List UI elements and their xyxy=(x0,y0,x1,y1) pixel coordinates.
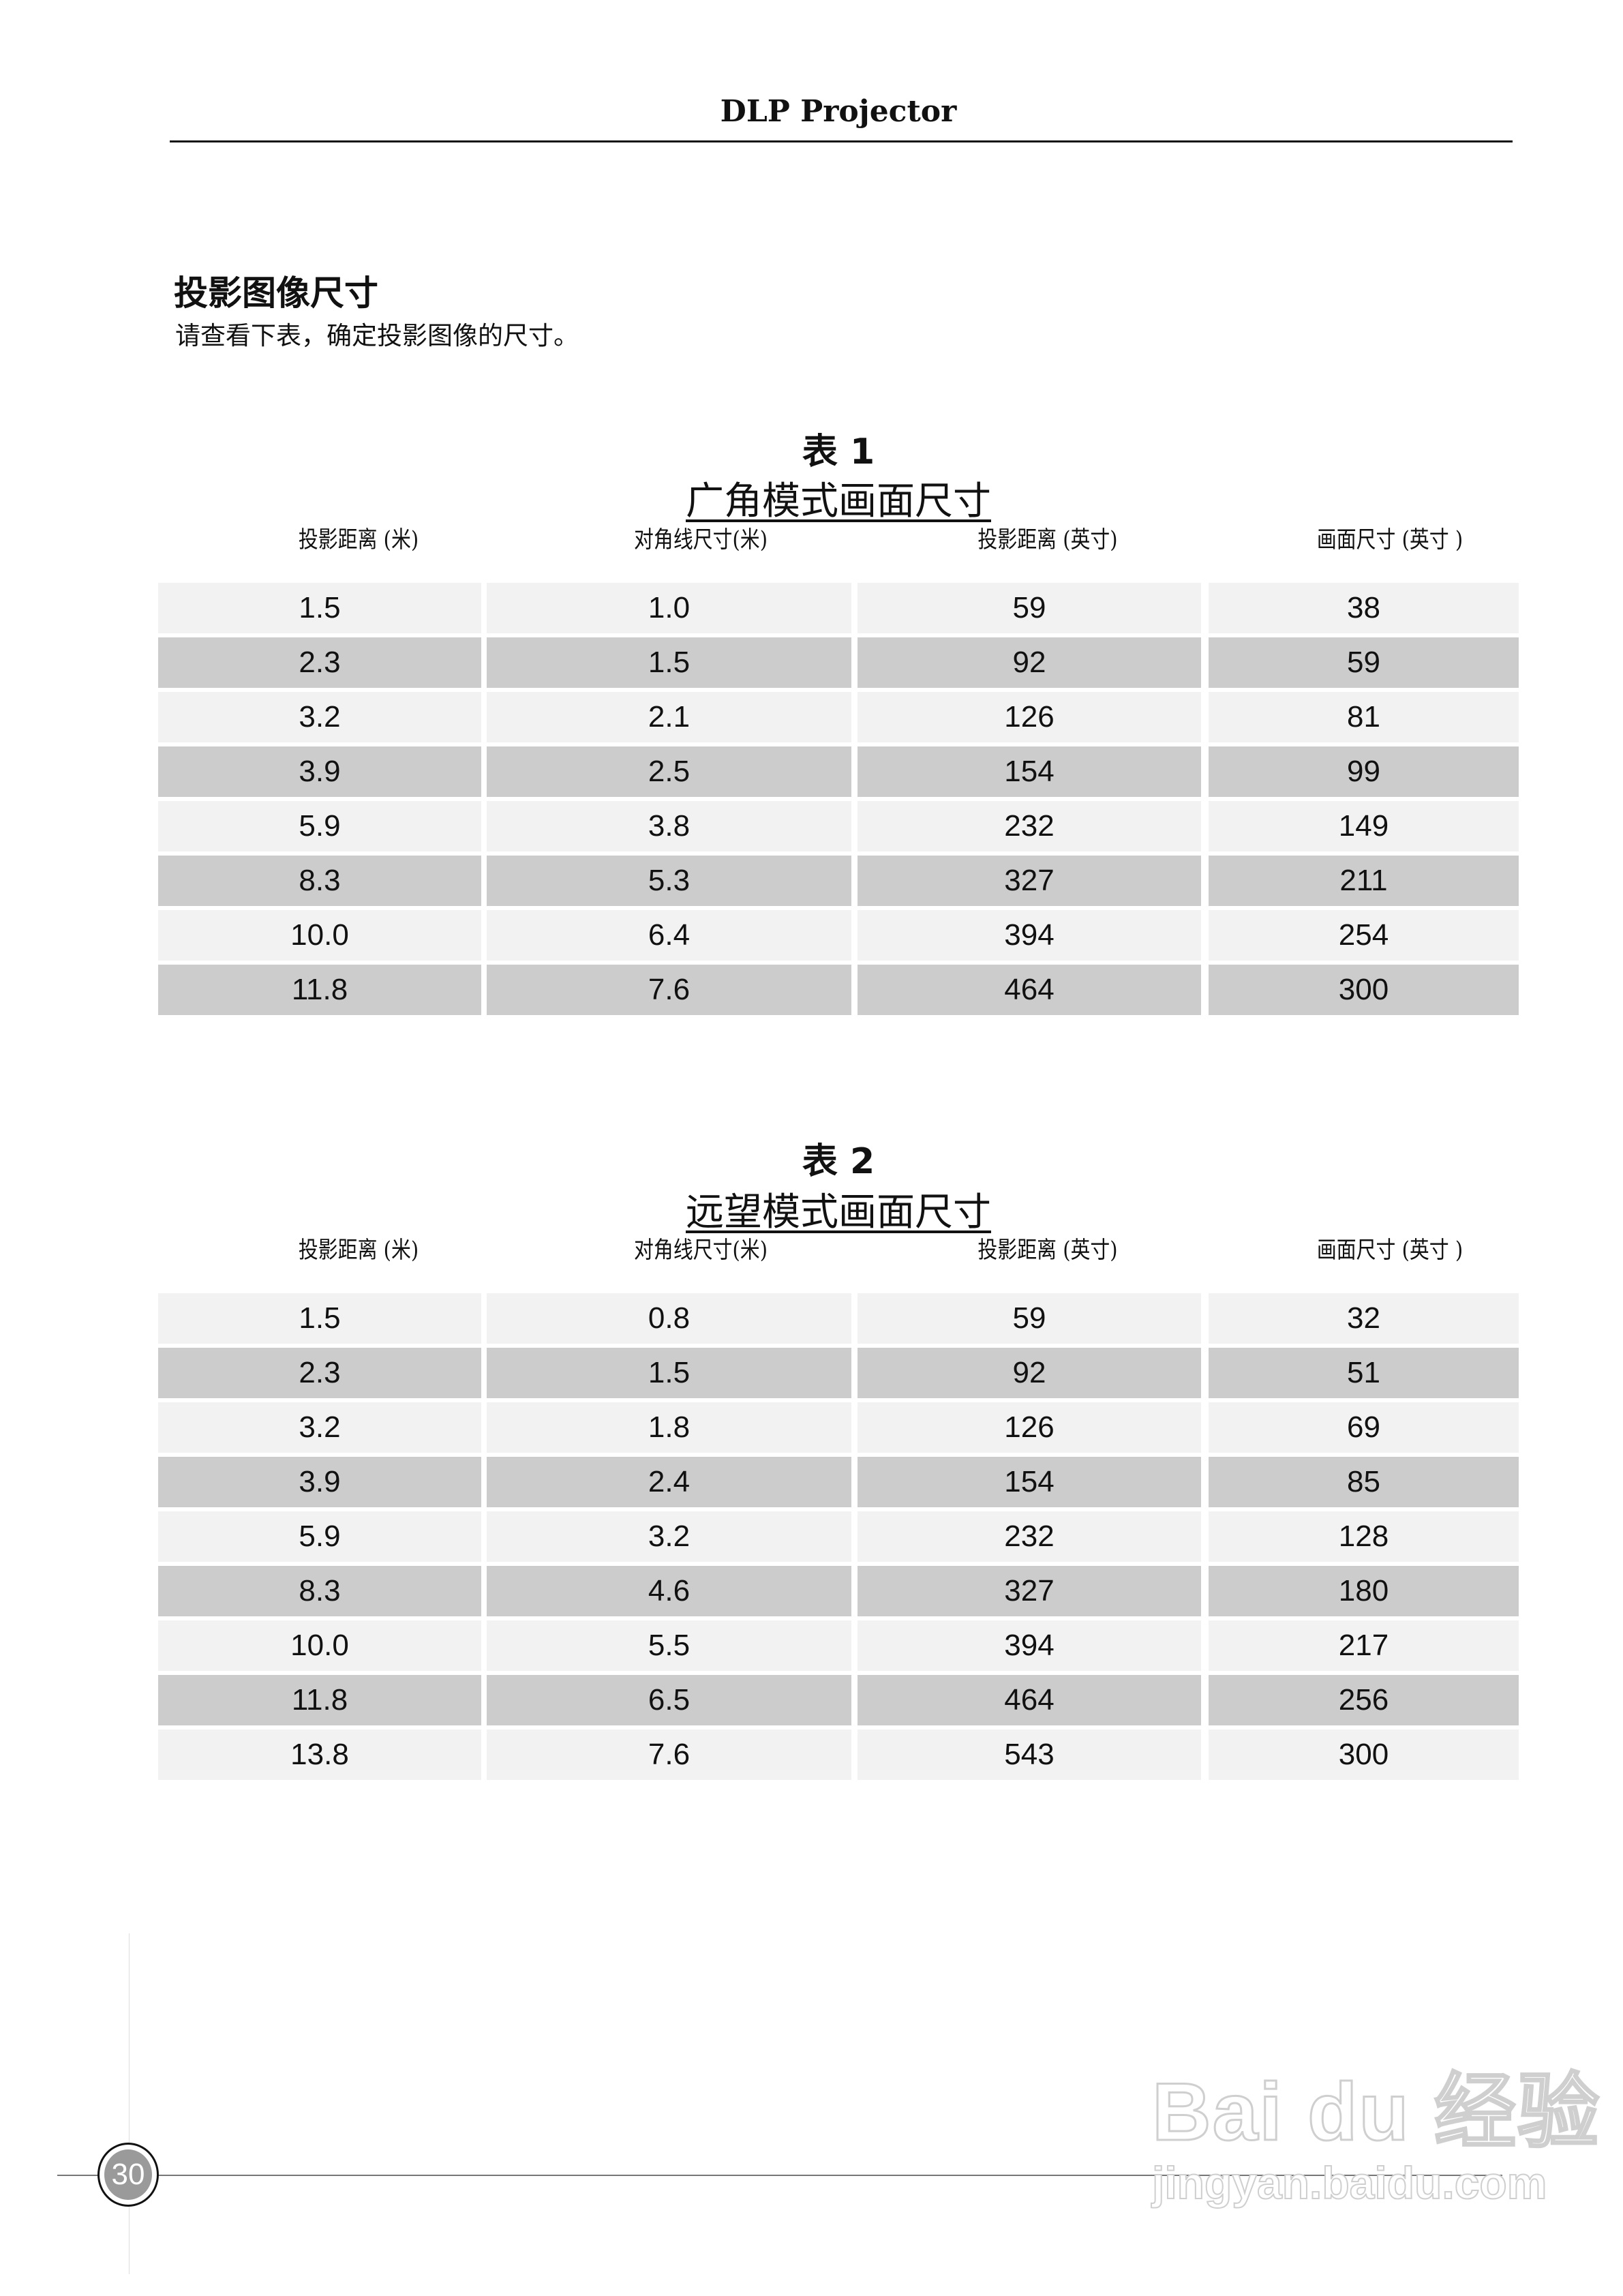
table-cell: 543 xyxy=(858,1729,1201,1780)
table-cell: 5.9 xyxy=(158,801,481,851)
table-cell: 32 xyxy=(1209,1293,1519,1344)
table-number: 表 2 xyxy=(802,1141,875,1182)
table-cell: 51 xyxy=(1209,1348,1519,1398)
table-cell: 394 xyxy=(858,1620,1201,1671)
table-cell: 1.8 xyxy=(487,1402,851,1453)
table-cell: 92 xyxy=(858,637,1201,688)
column-header: 画面尺寸 (英寸 ) xyxy=(1316,526,1463,554)
table-cell: 2.1 xyxy=(487,692,851,742)
table-cell: 69 xyxy=(1209,1402,1519,1453)
table-cell: 217 xyxy=(1209,1620,1519,1671)
table-cell: 13.8 xyxy=(158,1729,481,1780)
table-cell: 149 xyxy=(1209,801,1519,851)
table-number: 表 1 xyxy=(802,432,875,472)
table-cell: 6.4 xyxy=(487,910,851,961)
table-cell: 3.9 xyxy=(158,1457,481,1507)
table-name: 远望模式画面尺寸 xyxy=(0,1181,1623,1237)
table-cell: 99 xyxy=(1209,746,1519,797)
column-header: 投影距离 (英寸) xyxy=(977,1237,1118,1264)
table-cell: 3.8 xyxy=(487,801,851,851)
table-cell: 4.6 xyxy=(487,1566,851,1616)
table-cell: 92 xyxy=(858,1348,1201,1398)
footer-rule xyxy=(57,2175,1502,2176)
table-cell: 7.6 xyxy=(487,1729,851,1780)
column-header: 画面尺寸 (英寸 ) xyxy=(1316,1237,1463,1264)
column-header: 投影距离 (英寸) xyxy=(977,526,1118,554)
table-cell: 3.2 xyxy=(158,1402,481,1453)
table-name-text: 广角模式画面尺寸 xyxy=(686,479,991,524)
table-cell: 5.3 xyxy=(487,856,851,906)
section-subtitle: 请查看下表，确定投影图像的尺寸。 xyxy=(175,321,579,350)
page-number-badge: 30 xyxy=(97,2143,159,2207)
table-cell: 5.9 xyxy=(158,1511,481,1562)
table-cell: 128 xyxy=(1209,1511,1519,1562)
table-cell: 254 xyxy=(1209,910,1519,961)
table-cell: 300 xyxy=(1209,965,1519,1015)
table-cell: 8.3 xyxy=(158,1566,481,1616)
table-cell: 327 xyxy=(858,1566,1201,1616)
table-cell: 59 xyxy=(1209,637,1519,688)
table-cell: 7.6 xyxy=(487,965,851,1015)
table-cell: 232 xyxy=(858,1511,1201,1562)
table-cell: 59 xyxy=(858,1293,1201,1344)
table-cell: 10.0 xyxy=(158,1620,481,1671)
table-cell: 327 xyxy=(858,856,1201,906)
table-cell: 81 xyxy=(1209,692,1519,742)
table-cell: 5.5 xyxy=(487,1620,851,1671)
section-title: 投影图像尺寸 xyxy=(174,273,378,313)
table-cell: 300 xyxy=(1209,1729,1519,1780)
margin-rule xyxy=(129,1933,130,2274)
baidu-watermark: Bai du 经验 jingyan.baidu.com xyxy=(1151,2045,1601,2209)
table-cell: 3.2 xyxy=(487,1511,851,1562)
table-cell: 154 xyxy=(858,1457,1201,1507)
table-name: 广角模式画面尺寸 xyxy=(0,470,1623,526)
watermark-brand: Bai du 经验 xyxy=(1151,2066,1601,2159)
table-cell: 2.3 xyxy=(158,1348,481,1398)
table-cell: 8.3 xyxy=(158,856,481,906)
table-cell: 126 xyxy=(858,1402,1201,1453)
table-cell: 3.9 xyxy=(158,746,481,797)
watermark-url: jingyan.baidu.com xyxy=(1151,2157,1547,2209)
table-cell: 11.8 xyxy=(158,1675,481,1725)
table-cell: 464 xyxy=(858,965,1201,1015)
table-cell: 2.3 xyxy=(158,637,481,688)
column-header: 对角线尺寸(米) xyxy=(634,526,768,554)
column-header: 投影距离 (米) xyxy=(298,526,419,554)
running-header: DLP Projector xyxy=(720,94,957,129)
table-cell: 1.0 xyxy=(487,583,851,633)
page-number: 30 xyxy=(104,2149,152,2200)
table-cell: 1.5 xyxy=(487,637,851,688)
table-cell: 6.5 xyxy=(487,1675,851,1725)
table-cell: 59 xyxy=(858,583,1201,633)
table-cell: 3.2 xyxy=(158,692,481,742)
table-cell: 464 xyxy=(858,1675,1201,1725)
table-cell: 85 xyxy=(1209,1457,1519,1507)
column-header: 对角线尺寸(米) xyxy=(634,1237,768,1264)
header-rule xyxy=(170,140,1513,142)
table-cell: 1.5 xyxy=(158,583,481,633)
table-cell: 1.5 xyxy=(487,1348,851,1398)
table-cell: 394 xyxy=(858,910,1201,961)
table-cell: 11.8 xyxy=(158,965,481,1015)
table-cell: 126 xyxy=(858,692,1201,742)
table-cell: 232 xyxy=(858,801,1201,851)
table-name-text: 远望模式画面尺寸 xyxy=(686,1190,991,1235)
column-header: 投影距离 (米) xyxy=(298,1237,419,1264)
table-cell: 38 xyxy=(1209,583,1519,633)
table-cell: 0.8 xyxy=(487,1293,851,1344)
table-cell: 256 xyxy=(1209,1675,1519,1725)
table-cell: 1.5 xyxy=(158,1293,481,1344)
table-cell: 180 xyxy=(1209,1566,1519,1616)
table-cell: 10.0 xyxy=(158,910,481,961)
table-cell: 154 xyxy=(858,746,1201,797)
table-cell: 211 xyxy=(1209,856,1519,906)
table-cell: 2.5 xyxy=(487,746,851,797)
table-cell: 2.4 xyxy=(487,1457,851,1507)
